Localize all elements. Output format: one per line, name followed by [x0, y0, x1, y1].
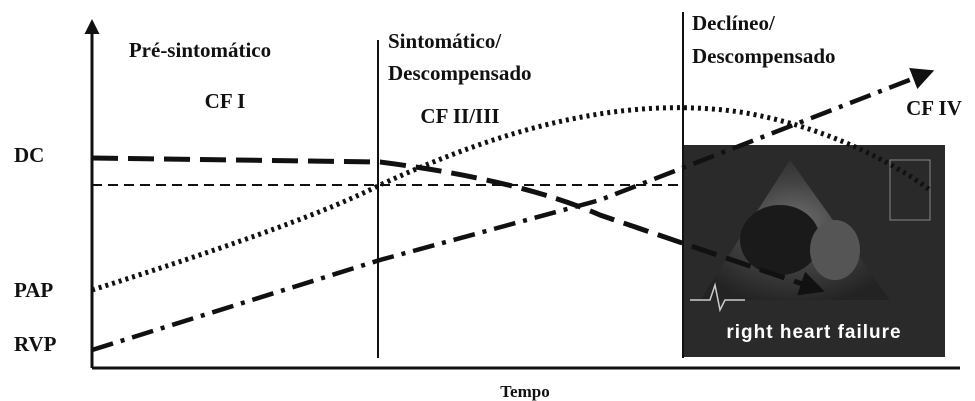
phase-title: Descompensado: [692, 44, 836, 68]
curve-label: RVP: [14, 332, 57, 356]
curve-label: PAP: [14, 278, 53, 302]
inset-image: right heart failure: [683, 145, 945, 357]
phase-title: Pré-sintomático: [129, 38, 271, 62]
diagram: right heart failure Pré-sintomático CF I…: [0, 0, 975, 401]
curve-label: DC: [14, 143, 44, 167]
phase-class: CF IV: [906, 96, 962, 120]
phase-class: CF I: [205, 89, 246, 113]
phase-title: Descompensado: [388, 61, 532, 85]
x-axis-label: Tempo: [500, 382, 549, 401]
phase-title: Declíneo/: [692, 11, 776, 35]
phase-class: CF II/III: [420, 104, 499, 128]
phase-title: Sintomático/: [388, 29, 502, 53]
inset-caption: right heart failure: [726, 322, 901, 343]
